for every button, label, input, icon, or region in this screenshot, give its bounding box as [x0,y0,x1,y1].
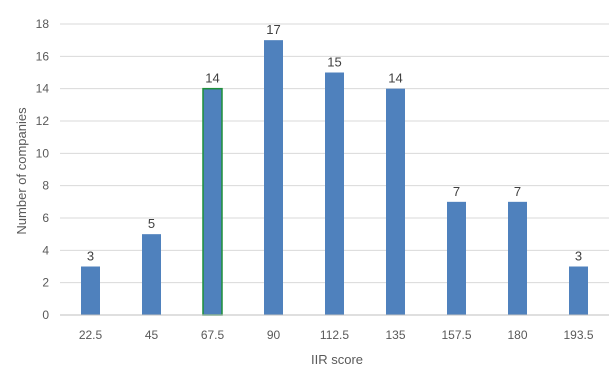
y-tick-label: 6 [42,211,49,225]
bar [81,266,100,315]
bar [142,234,161,315]
x-tick-label: 180 [507,328,527,342]
y-axis-ticks: 0 2 4 6 8 10 12 14 16 18 [36,17,50,322]
y-tick-label: 16 [36,49,50,63]
bars [81,40,588,316]
data-label: 3 [87,249,94,264]
y-tick-label: 2 [42,276,49,290]
data-label: 15 [327,55,341,70]
x-tick-label: 90 [267,328,281,342]
y-axis-title: Number of companies [14,107,29,235]
data-label: 5 [148,216,155,231]
x-tick-label: 22.5 [79,328,103,342]
bar [508,201,527,315]
x-tick-label: 112.5 [320,328,349,342]
data-label: 3 [575,249,582,264]
bar [264,40,283,316]
y-tick-label: 8 [42,179,49,193]
bar [569,266,588,315]
x-axis-ticks: 22.5 45 67.5 90 112.5 135 157.5 180 193.5 [79,328,594,342]
x-tick-label: 45 [145,328,159,342]
data-labels: 3 5 14 17 15 14 7 7 3 [87,22,582,263]
bar [202,87,223,316]
x-tick-label: 67.5 [201,328,225,342]
data-label: 14 [205,71,219,86]
y-tick-label: 18 [36,17,50,31]
y-tick-label: 14 [36,82,50,96]
x-axis-title: IIR score [311,352,363,367]
y-tick-label: 10 [36,146,50,160]
x-tick-label: 135 [385,328,405,342]
x-tick-label: 193.5 [563,328,593,342]
bar [447,201,466,315]
bar [386,88,405,316]
data-label: 7 [453,184,460,199]
data-label: 14 [388,71,402,86]
bar [325,72,344,315]
y-tick-label: 4 [42,243,49,257]
y-tick-label: 0 [42,308,49,322]
data-label: 17 [266,22,280,37]
y-tick-label: 12 [36,114,50,128]
data-label: 7 [514,184,521,199]
x-tick-label: 157.5 [441,328,471,342]
